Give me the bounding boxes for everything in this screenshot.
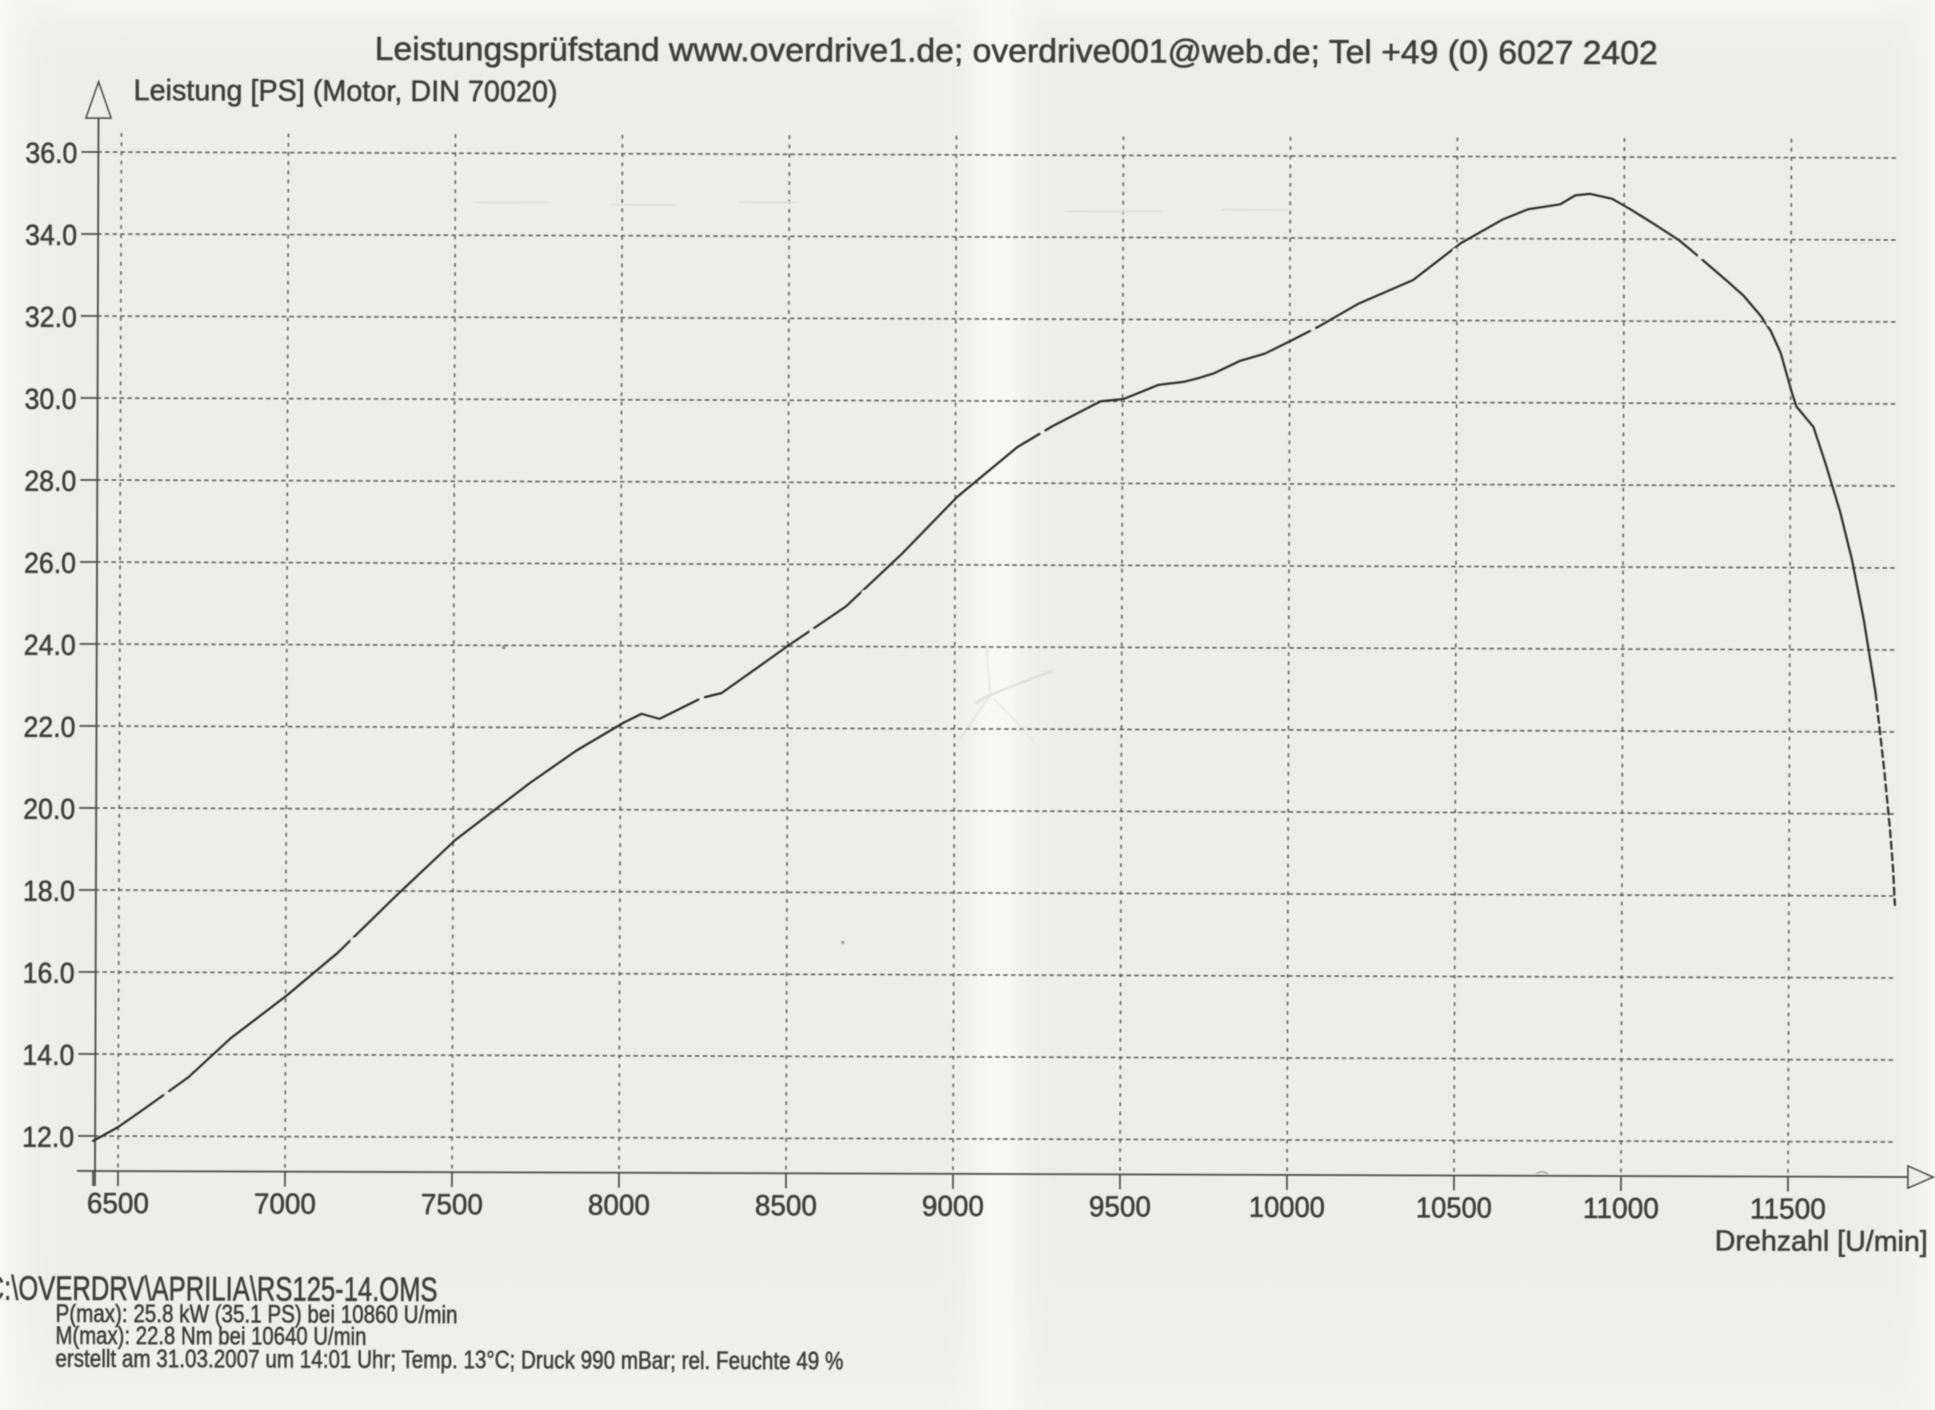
svg-text:36.0: 36.0: [25, 138, 77, 170]
svg-text:9000: 9000: [922, 1191, 984, 1223]
svg-text:20.0: 20.0: [23, 794, 75, 826]
svg-text:erstellt am 31.03.2007 um 14:0: erstellt am 31.03.2007 um 14:01 Uhr; Tem…: [55, 1345, 843, 1376]
svg-text:8500: 8500: [755, 1190, 817, 1222]
svg-text:22.0: 22.0: [23, 712, 75, 744]
svg-text:M(max): 22.8 Nm bei 10640 U/mi: M(max): 22.8 Nm bei 10640 U/min: [55, 1322, 366, 1351]
svg-text:14.0: 14.0: [22, 1040, 74, 1072]
svg-text:Drehzahl [U/min]: Drehzahl [U/min]: [1715, 1225, 1928, 1258]
svg-text:C:\OVERDRV\APRILIA\RS125-14.OM: C:\OVERDRV\APRILIA\RS125-14.OMS: [0, 1270, 438, 1309]
svg-text:7500: 7500: [421, 1189, 483, 1221]
svg-text:26.0: 26.0: [24, 548, 76, 580]
svg-text:24.0: 24.0: [24, 630, 76, 662]
svg-text:32.0: 32.0: [25, 302, 77, 334]
svg-text:11500: 11500: [1750, 1193, 1826, 1225]
svg-text:28.0: 28.0: [24, 466, 76, 498]
svg-text:16.0: 16.0: [23, 958, 75, 990]
svg-text:8000: 8000: [588, 1190, 650, 1222]
svg-text:9500: 9500: [1089, 1191, 1151, 1223]
svg-text:7000: 7000: [254, 1189, 316, 1221]
svg-text:30.0: 30.0: [25, 384, 77, 416]
svg-text:Leistungsprüfstand www.overdri: Leistungsprüfstand www.overdrive1.de; ov…: [375, 30, 1658, 71]
svg-text:10000: 10000: [1249, 1192, 1325, 1224]
svg-text:34.0: 34.0: [25, 220, 77, 252]
svg-text:10500: 10500: [1416, 1192, 1492, 1224]
svg-text:P(max): 25.8 kW (35.1 PS) bei: P(max): 25.8 kW (35.1 PS) bei 10860 U/mi…: [55, 1300, 457, 1329]
svg-text:Leistung [PS] (Motor, DIN 7002: Leistung [PS] (Motor, DIN 70020): [134, 74, 558, 108]
svg-text:6500: 6500: [87, 1188, 149, 1220]
svg-text:18.0: 18.0: [23, 876, 75, 908]
svg-text:12.0: 12.0: [22, 1122, 74, 1154]
svg-text:11000: 11000: [1583, 1193, 1659, 1225]
